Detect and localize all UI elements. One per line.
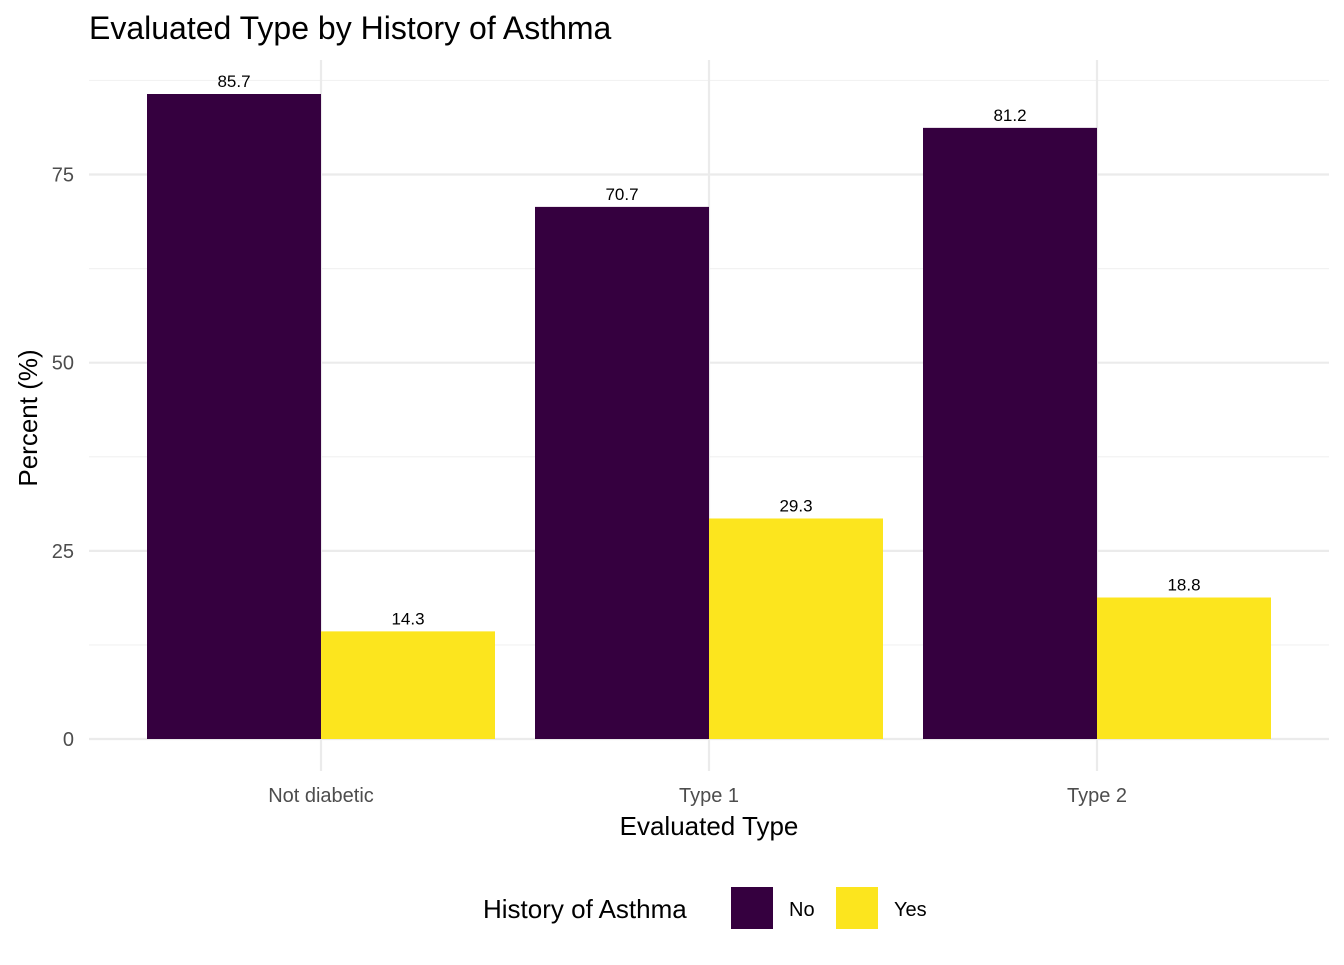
x-tick-label: Type 2: [1067, 785, 1127, 807]
legend-label-yes: Yes: [894, 899, 927, 921]
data-label: 81.2: [993, 106, 1026, 125]
x-tick-label: Type 1: [679, 785, 739, 807]
data-label: 85.7: [217, 72, 250, 91]
legend-swatch-no: [731, 887, 773, 929]
data-label: 70.7: [605, 185, 638, 204]
y-tick-label: 75: [52, 165, 74, 187]
bar-yes-0: [321, 631, 495, 739]
bar-no-0: [147, 94, 321, 739]
data-labels: 85.7 70.7 81.2 14.3 29.3 18.8: [217, 72, 1200, 628]
x-tick-label: Not diabetic: [268, 785, 374, 807]
legend-title: History of Asthma: [483, 894, 687, 924]
legend: History of Asthma No Yes: [483, 887, 927, 929]
bar-no-1: [535, 206, 709, 740]
chart-title: Evaluated Type by History of Asthma: [89, 10, 612, 46]
y-tick-label: 25: [52, 541, 74, 563]
legend-label-no: No: [789, 899, 815, 921]
legend-swatch-yes: [836, 887, 878, 929]
data-label: 14.3: [391, 609, 424, 628]
bar-yes-1: [709, 518, 883, 739]
y-tick-label: 0: [63, 729, 74, 751]
axis-ticks: 0 25 50 75 Not diabetic Type 1 Type 2: [52, 165, 1127, 807]
data-label: 29.3: [779, 496, 812, 515]
bar-no-2: [923, 127, 1097, 739]
x-axis-title: Evaluated Type: [620, 811, 799, 841]
y-axis-title: Percent (%): [13, 349, 43, 486]
data-label: 18.8: [1167, 576, 1200, 595]
y-tick-label: 50: [52, 353, 74, 375]
bars: [147, 94, 1271, 740]
bar-yes-2: [1097, 597, 1271, 739]
